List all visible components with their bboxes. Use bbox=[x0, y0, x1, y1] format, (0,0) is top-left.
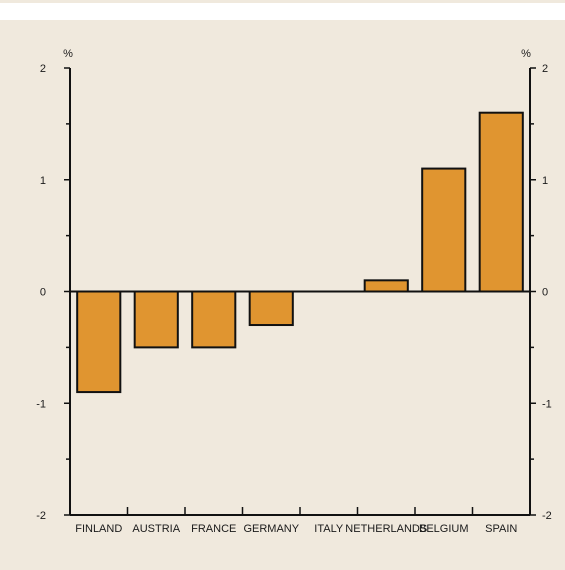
y-tick-label-left: -1 bbox=[36, 398, 46, 410]
chart-bars bbox=[76, 111, 524, 394]
y-tick-label-left: 1 bbox=[40, 175, 46, 187]
x-tick-label-netherlands: NETHERLANDS bbox=[345, 523, 427, 535]
y-tick-label-left: -2 bbox=[36, 510, 46, 522]
y-tick-label-right: 2 bbox=[542, 63, 548, 75]
bar-france bbox=[191, 290, 237, 349]
x-tick-label-germany: GERMANY bbox=[243, 523, 299, 535]
x-tick-label-italy: ITALY bbox=[314, 523, 344, 535]
bar-belgium bbox=[421, 167, 467, 293]
y-tick-label-left: 2 bbox=[40, 63, 46, 75]
y-tick-label-left: 0 bbox=[40, 287, 46, 299]
chart-labels: % % -2 -2 -1 -1 0 0 1 1 2 2 FINLAND AUSTRIA FRANCE GE… bbox=[36, 48, 552, 535]
x-tick-label-finland: FINLAND bbox=[75, 523, 122, 535]
x-tick-label-france: FRANCE bbox=[191, 523, 236, 535]
y-tick-label-right: 0 bbox=[542, 287, 548, 299]
y-axis-unit-right: % bbox=[521, 48, 531, 60]
y-tick-label-right: -2 bbox=[542, 510, 552, 522]
bar-germany bbox=[248, 290, 294, 327]
top-rule bbox=[0, 0, 565, 3]
bar-spain bbox=[478, 111, 524, 293]
y-tick-label-right: 1 bbox=[542, 175, 548, 187]
y-axis-unit-left: % bbox=[63, 48, 73, 60]
x-tick-label-spain: SPAIN bbox=[485, 523, 517, 535]
bar-finland bbox=[76, 290, 122, 394]
bar-austria bbox=[133, 290, 179, 349]
x-tick-label-austria: AUSTRIA bbox=[132, 523, 180, 535]
x-tick-label-belgium: BELGIUM bbox=[419, 523, 469, 535]
y-tick-label-right: -1 bbox=[542, 398, 552, 410]
bar-netherlands bbox=[363, 279, 409, 293]
